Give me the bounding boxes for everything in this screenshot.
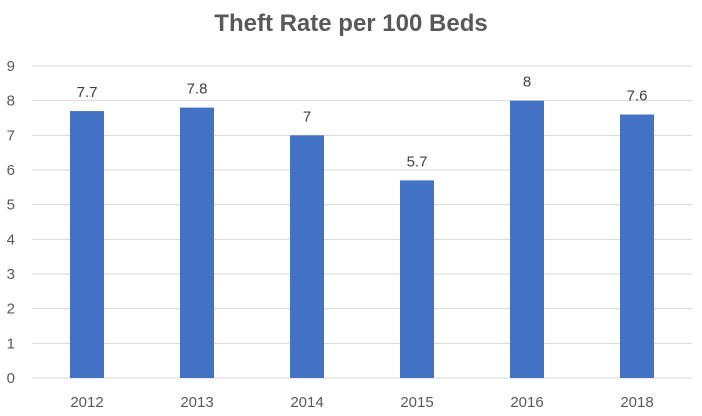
data-label: 7.8	[187, 81, 208, 98]
x-tick-label: 2018	[620, 394, 653, 411]
bars	[70, 100, 654, 379]
bar	[180, 107, 214, 378]
data-label: 7.7	[77, 84, 98, 101]
y-tick-label: 9	[7, 58, 15, 75]
y-tick-label: 3	[7, 266, 15, 283]
y-tick-label: 1	[7, 335, 15, 352]
bar	[290, 135, 324, 378]
bar	[400, 180, 434, 378]
bar	[510, 100, 544, 379]
x-axis-ticks: 2012 2013 2014 2015 2016 2018	[70, 394, 653, 411]
x-tick-label: 2015	[400, 394, 433, 411]
data-labels: 7.7 7.8 7 5.7 8 7.6	[77, 74, 648, 171]
data-label: 5.7	[407, 153, 428, 170]
y-axis-ticks: 0 1 2 3 4 5 6 7 8 9	[7, 58, 15, 387]
data-label: 7	[303, 108, 311, 125]
gridlines	[32, 65, 692, 379]
x-tick-label: 2014	[290, 394, 323, 411]
y-tick-label: 8	[7, 93, 15, 110]
x-tick-label: 2012	[70, 394, 103, 411]
y-tick-label: 7	[7, 127, 15, 144]
data-label: 7.6	[627, 88, 648, 105]
bar	[620, 114, 654, 379]
x-tick-label: 2016	[510, 394, 543, 411]
x-tick-label: 2013	[180, 394, 213, 411]
y-tick-label: 6	[7, 162, 15, 179]
chart-title: Theft Rate per 100 Beds	[214, 10, 488, 37]
y-tick-label: 2	[7, 301, 15, 318]
bar	[70, 111, 104, 379]
y-tick-label: 4	[7, 231, 15, 248]
y-tick-label: 0	[7, 370, 15, 387]
y-tick-label: 5	[7, 197, 15, 214]
data-label: 8	[523, 74, 531, 91]
